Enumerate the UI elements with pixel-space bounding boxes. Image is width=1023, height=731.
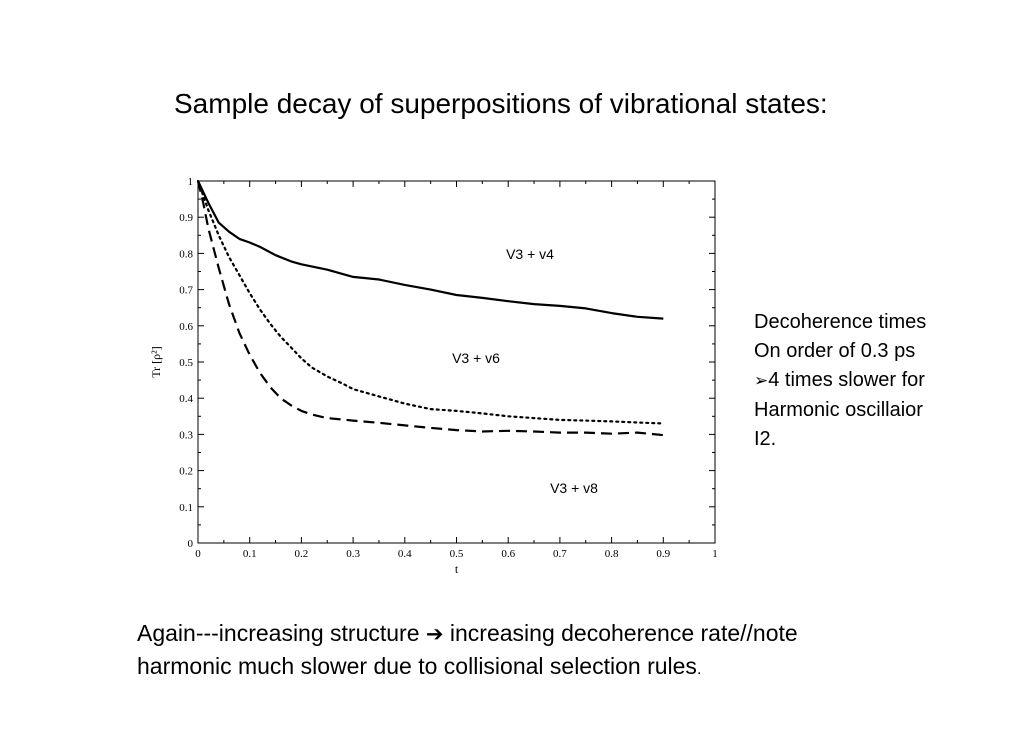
x-tick-label: 0	[195, 548, 201, 560]
right-arrow-icon: ➔	[425, 622, 444, 646]
caption-line-1-end: increasing decoherence rate//note	[443, 620, 798, 646]
x-tick-label: 1	[712, 548, 718, 560]
series-label-3: V3 + v8	[550, 480, 598, 496]
note-line-1: Decoherence times	[754, 311, 927, 333]
y-tick-label: 0.3	[179, 429, 193, 441]
caption-period: .	[696, 661, 702, 678]
x-tick-label: 0.2	[295, 548, 309, 560]
bottom-caption: Again---increasing structure ➔ increasin…	[137, 617, 798, 686]
series-label-2: V3 + v6	[452, 350, 500, 366]
note-line-2: On order of 0.3 ps	[754, 340, 916, 362]
x-axis-label: t	[455, 562, 459, 576]
series-line-2	[196, 179, 665, 425]
y-tick-label: 0	[188, 538, 194, 550]
x-tick-label: 0.8	[605, 548, 619, 560]
series-label-1: V3 + v4	[506, 246, 554, 262]
x-tick-label: 0.7	[553, 548, 567, 560]
note-line-4: Harmonic oscillaior	[754, 399, 923, 421]
note-line-3-text: 4 times slower for	[768, 369, 925, 391]
x-tick-label: 0.9	[656, 548, 670, 560]
caption-line-2: harmonic much slower due to collisional …	[137, 650, 798, 686]
y-tick-label: 0.2	[179, 466, 193, 478]
series-line-1	[197, 180, 664, 320]
bullet-arrow-icon: ➢	[754, 371, 769, 391]
x-tick-label: 0.6	[501, 548, 515, 560]
series-line-3	[196, 180, 664, 437]
y-tick-label: 0.7	[179, 285, 193, 297]
decoherence-note: Decoherence times On order of 0.3 ps ➢4 …	[754, 308, 926, 454]
caption-line-1-start: Again---increasing structure	[137, 620, 426, 646]
y-tick-label: 0.1	[179, 502, 193, 514]
slide-title: Sample decay of superpositions of vibrat…	[174, 88, 828, 119]
y-tick-label: 1	[188, 176, 194, 188]
x-tick-label: 0.3	[346, 548, 360, 560]
y-axis-label: Tr [ρ²]	[149, 346, 163, 377]
caption-line-1: Again---increasing structure ➔ increasin…	[137, 617, 798, 650]
note-line-5: I2.	[754, 428, 777, 450]
x-tick-label: 0.5	[450, 548, 464, 560]
x-tick-label: 0.1	[243, 548, 257, 560]
note-line-3: ➢4 times slower for	[754, 366, 926, 396]
x-tick-label: 0.4	[398, 548, 412, 560]
caption-line-2-text: harmonic much slower due to collisional …	[137, 653, 697, 679]
y-tick-label: 0.8	[179, 248, 193, 260]
y-tick-label: 0.6	[179, 321, 193, 333]
y-tick-label: 0.4	[179, 393, 193, 405]
y-tick-label: 0.5	[179, 357, 193, 369]
y-tick-label: 0.9	[179, 212, 193, 224]
